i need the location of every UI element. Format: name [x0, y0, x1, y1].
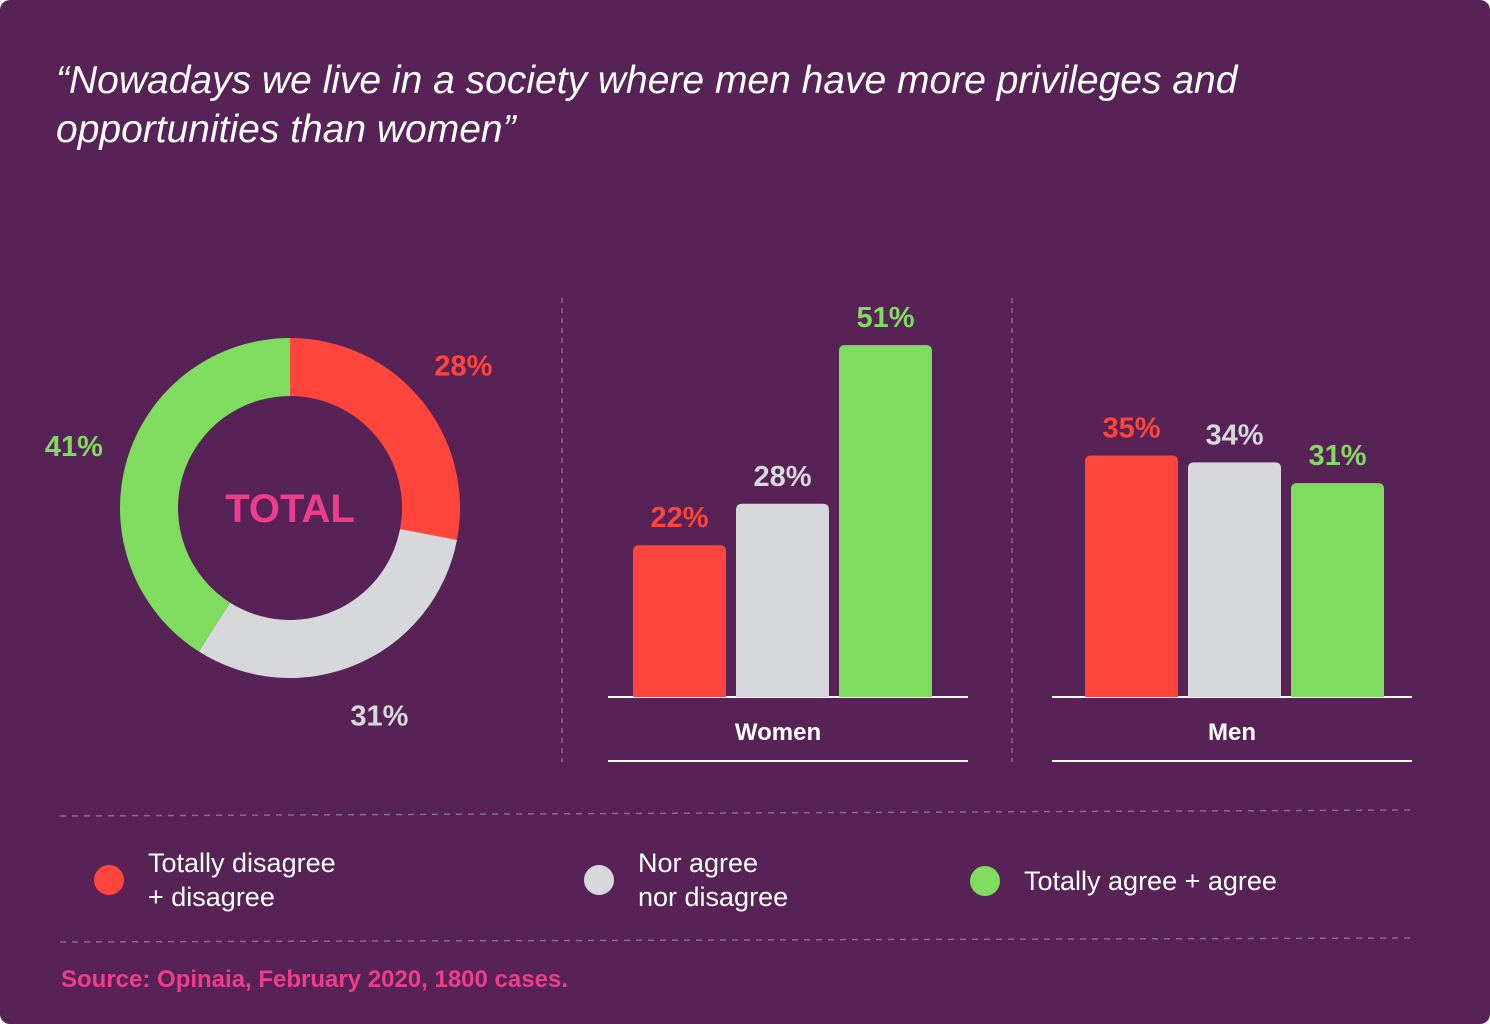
donut-label-totally-agree-agree: 41% [45, 431, 103, 463]
donut-slice-totally-agree-agree [119, 338, 291, 652]
legend-label-agree: Totally agree + agree [1024, 866, 1277, 896]
bar-label-men-totally-agree-agree: 31% [1308, 440, 1366, 472]
donut-slice-totally-disagree-disagree [290, 338, 460, 540]
bar-men-totally-agree-agree [1291, 483, 1384, 697]
legend-item-neutral: Nor agree nor disagree [584, 846, 788, 914]
legend-item-disagree: Totally disagree + disagree [94, 846, 336, 914]
bar-women-totally-disagree-disagree [633, 545, 726, 697]
bar-label-women-totally-disagree-disagree: 22% [650, 502, 708, 534]
bar-men-totally-disagree-disagree [1085, 455, 1178, 697]
legend-label-neutral: Nor agree nor disagree [638, 848, 789, 912]
chart-title: “Nowadays we live in a society where men… [56, 59, 1238, 151]
donut-label-totally-disagree-disagree: 28% [434, 351, 492, 383]
legend-dot-agree [970, 866, 1000, 896]
legend-bottom-rule [59, 937, 1411, 943]
legend-label-disagree: Totally disagree + disagree [148, 848, 336, 912]
legend-top-rule [59, 809, 1411, 817]
donut-center-label: TOTAL [225, 487, 355, 531]
donut-label-nor-agree-nor-disagree: 31% [350, 700, 408, 732]
category-label-men: Men [1208, 719, 1256, 746]
bar-label-women-totally-agree-agree: 51% [856, 302, 914, 334]
bar-label-men-nor-agree-nor-disagree: 34% [1205, 419, 1263, 451]
legend-dot-disagree [94, 865, 124, 895]
legend-dot-neutral [584, 865, 614, 895]
category-label-women: Women [735, 719, 821, 746]
bar-label-women-nor-agree-nor-disagree: 28% [753, 461, 811, 493]
bar-women-totally-agree-agree [839, 345, 932, 697]
bar-women-nor-agree-nor-disagree [736, 503, 829, 697]
legend-item-agree: Totally agree + agree [970, 864, 1277, 898]
source-note: Source: Opinaia, February 2020, 1800 cas… [61, 966, 568, 993]
bar-label-men-totally-disagree-disagree: 35% [1102, 413, 1160, 445]
bar-men-nor-agree-nor-disagree [1188, 462, 1281, 697]
donut-slice-nor-agree-nor-disagree [198, 528, 457, 678]
